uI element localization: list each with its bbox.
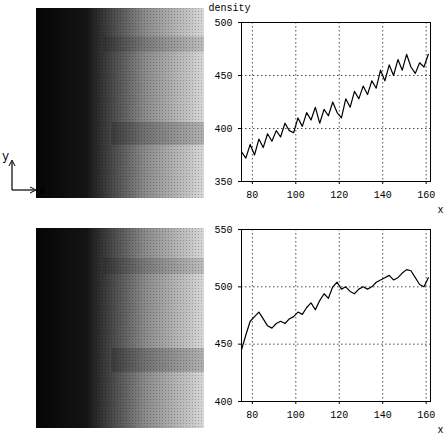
svg-text:500: 500 bbox=[214, 282, 232, 293]
svg-text:450: 450 bbox=[214, 339, 232, 350]
svg-text:350: 350 bbox=[214, 177, 232, 188]
svg-text:160: 160 bbox=[417, 190, 435, 201]
svg-text:density: density bbox=[209, 3, 251, 14]
svg-text:120: 120 bbox=[330, 410, 348, 421]
svg-text:100: 100 bbox=[287, 410, 305, 421]
svg-text:140: 140 bbox=[374, 410, 392, 421]
svg-text:80: 80 bbox=[246, 190, 258, 201]
svg-text:550: 550 bbox=[214, 225, 232, 236]
svg-text:120: 120 bbox=[330, 190, 348, 201]
svg-text:80: 80 bbox=[246, 410, 258, 421]
svg-text:500: 500 bbox=[214, 18, 232, 29]
svg-text:x: x bbox=[437, 205, 443, 216]
svg-text:x: x bbox=[437, 425, 443, 435]
svg-text:x: x bbox=[39, 184, 46, 198]
svg-text:y: y bbox=[2, 150, 9, 164]
svg-text:400: 400 bbox=[214, 124, 232, 135]
svg-text:140: 140 bbox=[374, 190, 392, 201]
svg-text:100: 100 bbox=[287, 190, 305, 201]
svg-text:450: 450 bbox=[214, 71, 232, 82]
svg-text:160: 160 bbox=[417, 410, 435, 421]
svg-text:400: 400 bbox=[214, 397, 232, 408]
